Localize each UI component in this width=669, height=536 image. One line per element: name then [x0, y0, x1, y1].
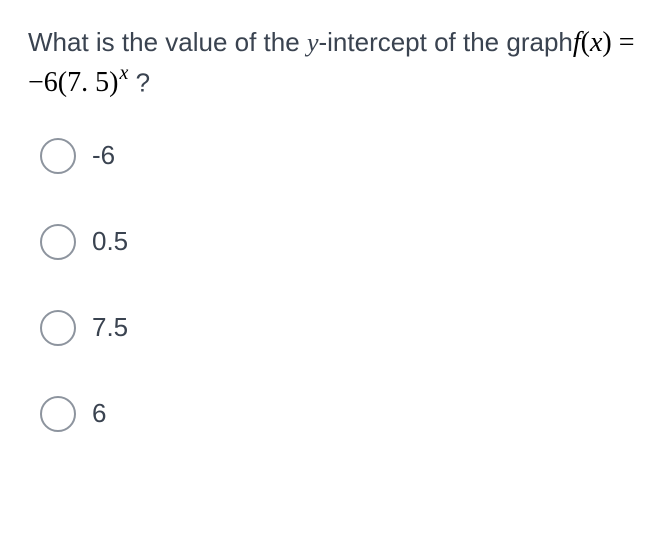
radio-icon[interactable]: [40, 396, 76, 432]
option-label: 0.5: [92, 226, 128, 257]
option-label: -6: [92, 140, 115, 171]
close-paren: ): [602, 27, 611, 58]
q-part1: What is the value of the: [28, 27, 307, 57]
radio-icon[interactable]: [40, 138, 76, 174]
coef: −6: [28, 67, 58, 98]
q-part2: -intercept of the graph: [318, 27, 572, 57]
exponent: x: [119, 62, 128, 84]
option-label: 6: [92, 398, 106, 429]
option-label: 7.5: [92, 312, 128, 343]
base-close: ): [109, 67, 118, 98]
var-x: x: [590, 27, 602, 58]
option-a[interactable]: -6: [40, 138, 641, 174]
base-open: (: [58, 67, 67, 98]
radio-icon[interactable]: [40, 310, 76, 346]
base-num: 7. 5: [67, 67, 109, 98]
open-paren: (: [581, 27, 590, 58]
equals: =: [612, 27, 635, 58]
option-c[interactable]: 7.5: [40, 310, 641, 346]
option-b[interactable]: 0.5: [40, 224, 641, 260]
options-group: -6 0.5 7.5 6: [28, 138, 641, 432]
question-text: What is the value of the y-intercept of …: [28, 24, 641, 102]
option-d[interactable]: 6: [40, 396, 641, 432]
question-mark: ?: [128, 67, 150, 97]
func-name: f: [573, 27, 581, 58]
question-block: What is the value of the y-intercept of …: [0, 0, 669, 456]
y-term: y: [307, 28, 319, 57]
radio-icon[interactable]: [40, 224, 76, 260]
